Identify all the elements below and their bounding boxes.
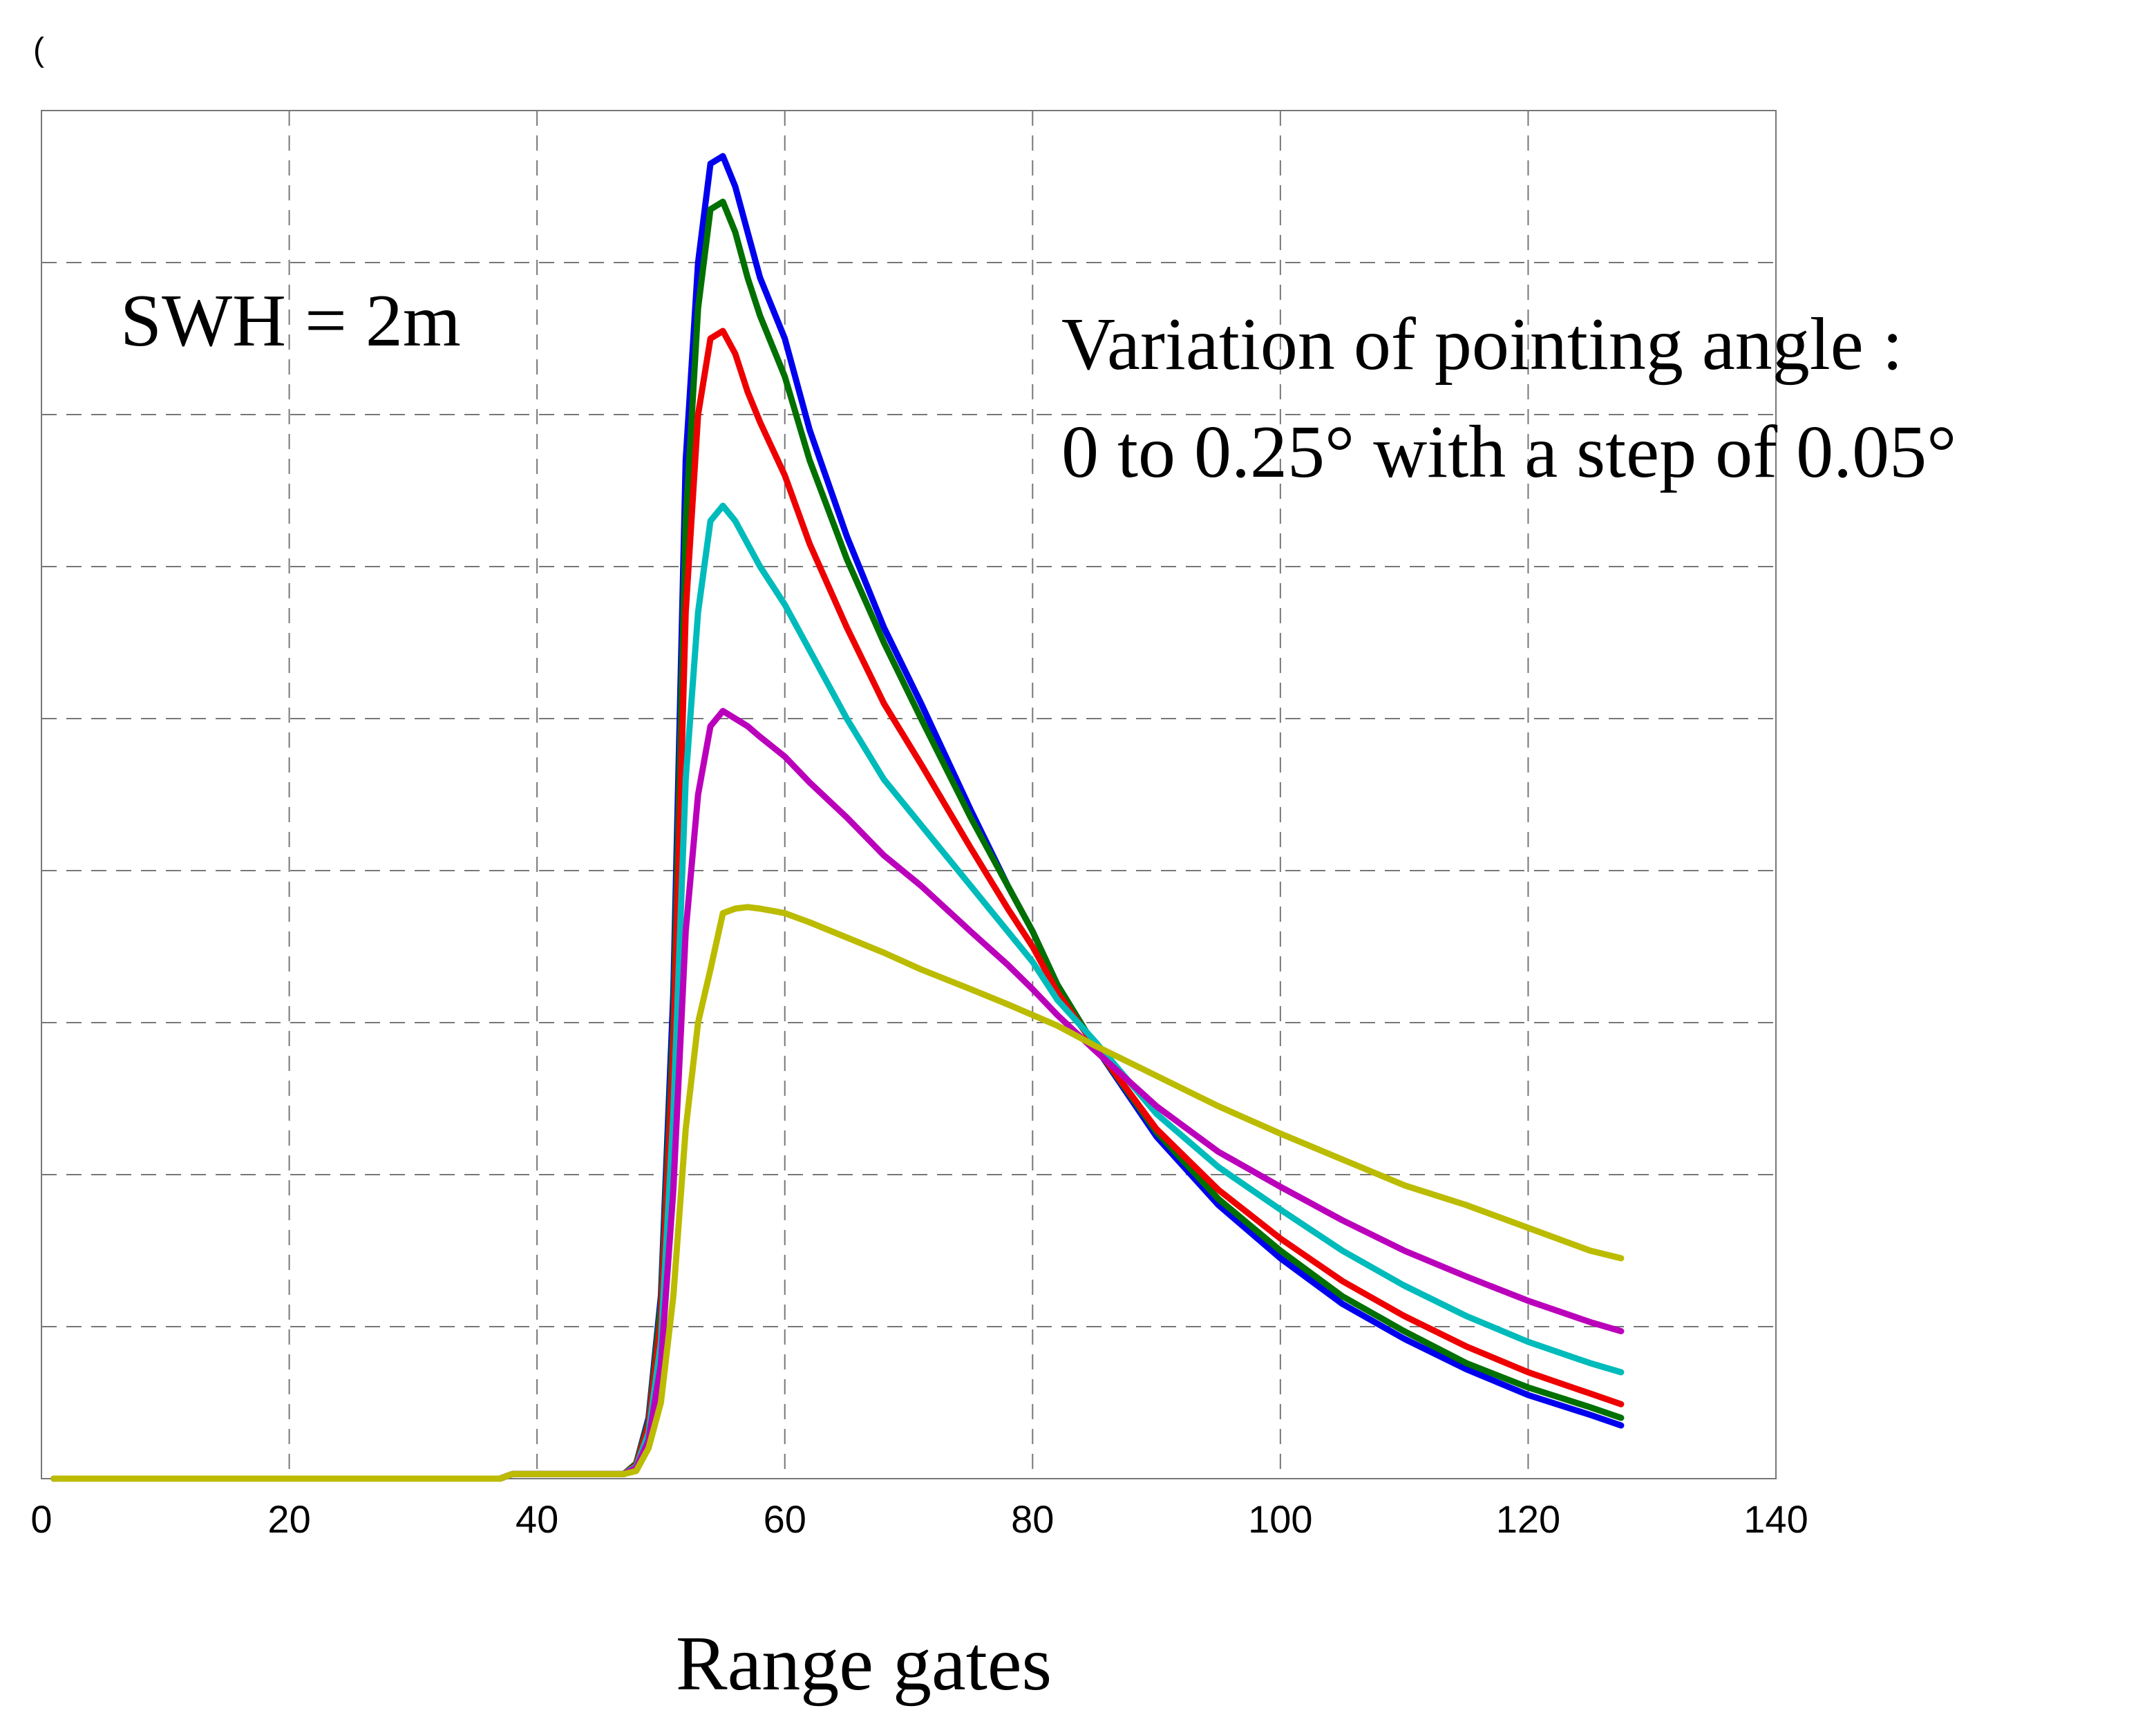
series-line (50, 708, 1625, 1482)
x-tick-label: 100 (1248, 1497, 1312, 1541)
plot-area (41, 110, 1777, 1482)
x-axis-ticks: 0 20 40 60 80 100 120 140 (30, 1497, 1808, 1541)
swh-annotation: SWH = 2m (120, 280, 461, 362)
x-tick-label: 120 (1496, 1497, 1560, 1541)
series-line (50, 904, 1625, 1482)
corner-mark: ( (33, 32, 44, 68)
variation-annotation-line1: Variation of pointing angle : (1061, 303, 1903, 386)
x-tick-label: 20 (267, 1497, 310, 1541)
x-tick-label: 40 (516, 1497, 558, 1541)
series-lines (50, 153, 1625, 1482)
x-tick-label: 0 (30, 1497, 52, 1541)
x-tick-label: 80 (1011, 1497, 1054, 1541)
x-tick-label: 60 (764, 1497, 806, 1541)
x-axis-label: Range gates (676, 1621, 1052, 1707)
variation-annotation-line2: 0 to 0.25° with a step of 0.05° (1061, 411, 1956, 493)
plot-frame (41, 110, 1777, 1479)
x-tick-label: 140 (1743, 1497, 1808, 1541)
